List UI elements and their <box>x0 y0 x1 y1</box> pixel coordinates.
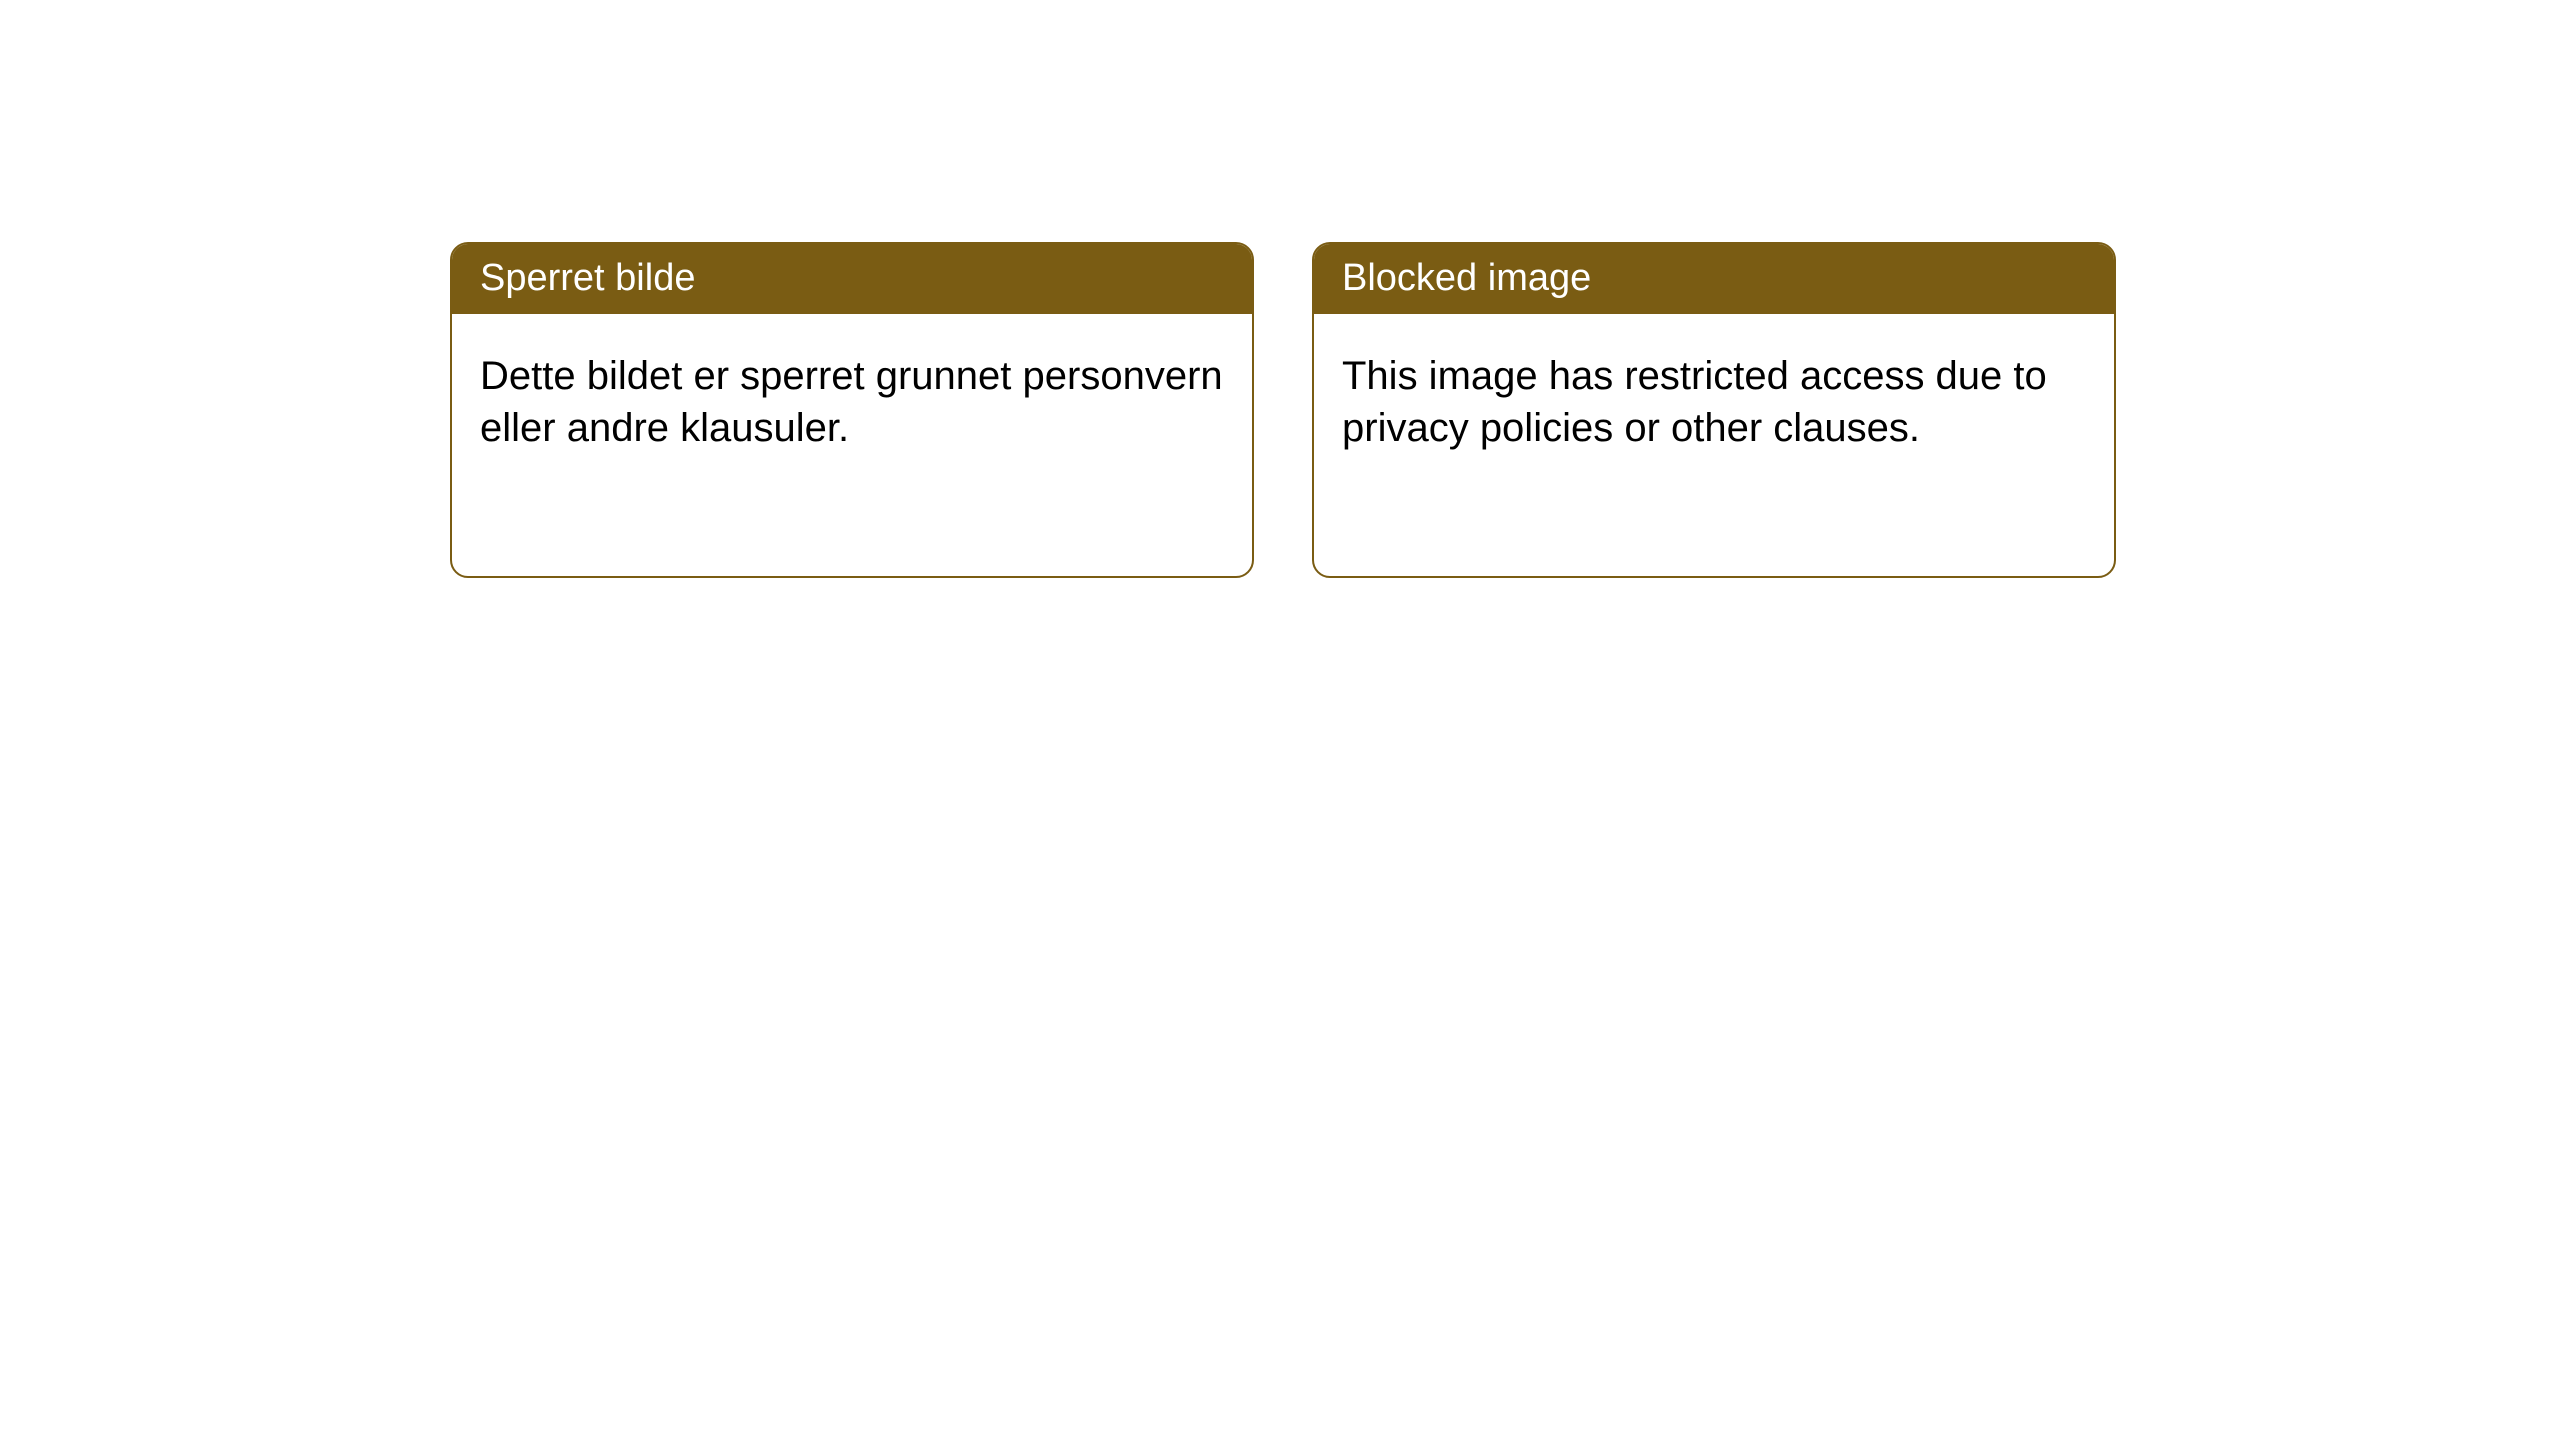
card-body: This image has restricted access due to … <box>1314 314 2114 490</box>
notice-card-norwegian: Sperret bilde Dette bildet er sperret gr… <box>450 242 1254 578</box>
card-title: Sperret bilde <box>480 257 695 299</box>
card-body: Dette bildet er sperret grunnet personve… <box>452 314 1252 490</box>
card-header: Blocked image <box>1314 244 2114 314</box>
card-body-text: This image has restricted access due to … <box>1342 354 2047 450</box>
card-title: Blocked image <box>1342 257 1591 299</box>
notice-cards-container: Sperret bilde Dette bildet er sperret gr… <box>450 242 2116 578</box>
card-body-text: Dette bildet er sperret grunnet personve… <box>480 354 1223 450</box>
card-header: Sperret bilde <box>452 244 1252 314</box>
notice-card-english: Blocked image This image has restricted … <box>1312 242 2116 578</box>
